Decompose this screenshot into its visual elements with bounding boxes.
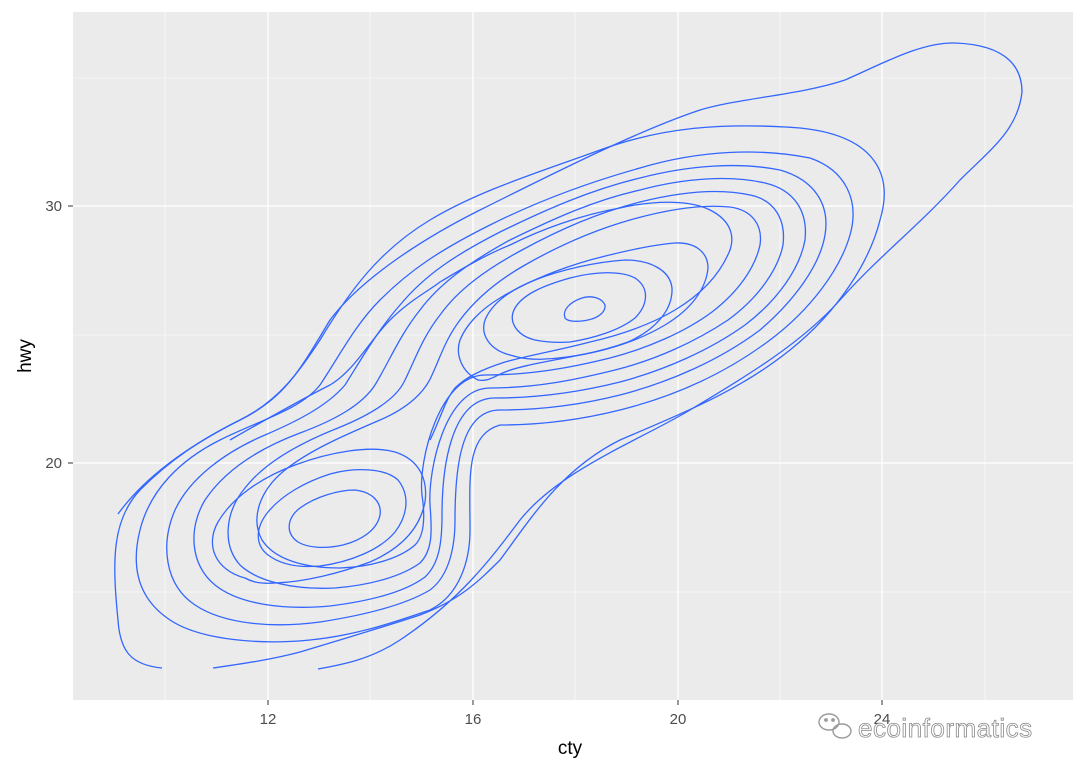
contour-line-level-4 [166,164,827,626]
y-tick-label: 20 [45,455,62,472]
contour-line-level-14 [288,489,381,549]
contour-line-level-8 [229,201,733,441]
x-tick-label: 20 [670,711,687,728]
contour-line-level-3 [135,151,854,643]
y-axis-title: hwy [15,339,36,373]
contour-line-level-7 [256,205,762,569]
x-axis-ticks [267,700,883,705]
contour-line-level-6 [227,190,785,589]
wechat-icon [818,713,852,739]
x-tick-label: 16 [465,711,482,728]
x-tick-label: 12 [260,711,277,728]
contour-line-level-10 [211,448,427,584]
watermark: ecoinformatics [818,713,1033,743]
contour-line-level-5 [193,177,807,608]
y-tick-label: 30 [45,198,62,215]
contour-line-level-13 [511,272,647,344]
contour-line-level-1 [117,42,1023,670]
contour-line-level-15 [563,296,606,322]
density-contours [114,42,1023,670]
contour-line-level-11 [483,259,673,360]
contour-line-level-9 [457,242,709,382]
watermark-text: ecoinformatics [858,713,1033,743]
x-tick-label: 24 [874,711,891,728]
contour-line-level-2 [114,125,885,669]
contour-line-level-12 [257,469,407,568]
y-axis-ticks [68,205,73,464]
x-axis-title: cty [558,738,583,759]
